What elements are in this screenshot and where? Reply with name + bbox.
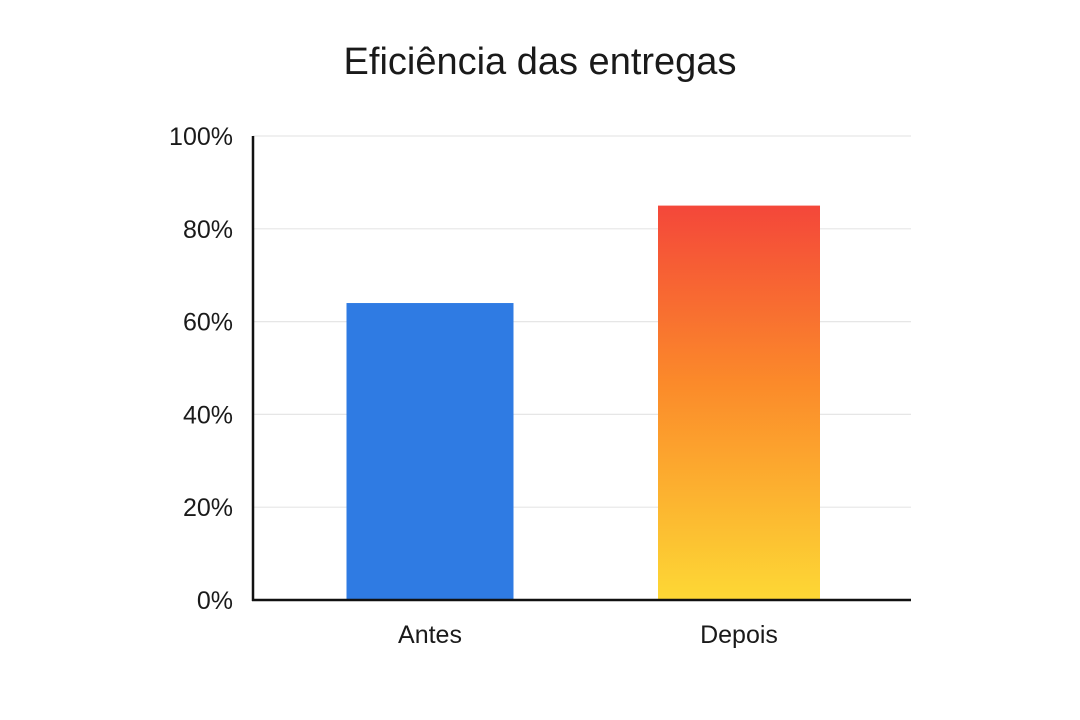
bar-depois [658, 205, 820, 600]
y-tick-label-0: 0% [197, 587, 233, 615]
x-axis-categories: Antes Depois [398, 621, 778, 649]
y-tick-label-80: 80% [183, 216, 233, 244]
y-tick-label-40: 40% [183, 401, 233, 429]
y-tick-label-20: 20% [183, 494, 233, 522]
y-tick-label-60: 60% [183, 309, 233, 337]
bars-layer [346, 205, 820, 600]
chart-title: Eficiência das entregas [344, 41, 737, 83]
y-axis-ticks: 0% 20% 40% 60% 80% 100% [169, 123, 233, 615]
x-category-label-depois: Depois [700, 621, 778, 649]
x-category-label-antes: Antes [398, 621, 462, 649]
y-tick-label-100: 100% [169, 123, 233, 151]
axes-layer [251, 136, 911, 602]
bar-antes [346, 303, 514, 600]
